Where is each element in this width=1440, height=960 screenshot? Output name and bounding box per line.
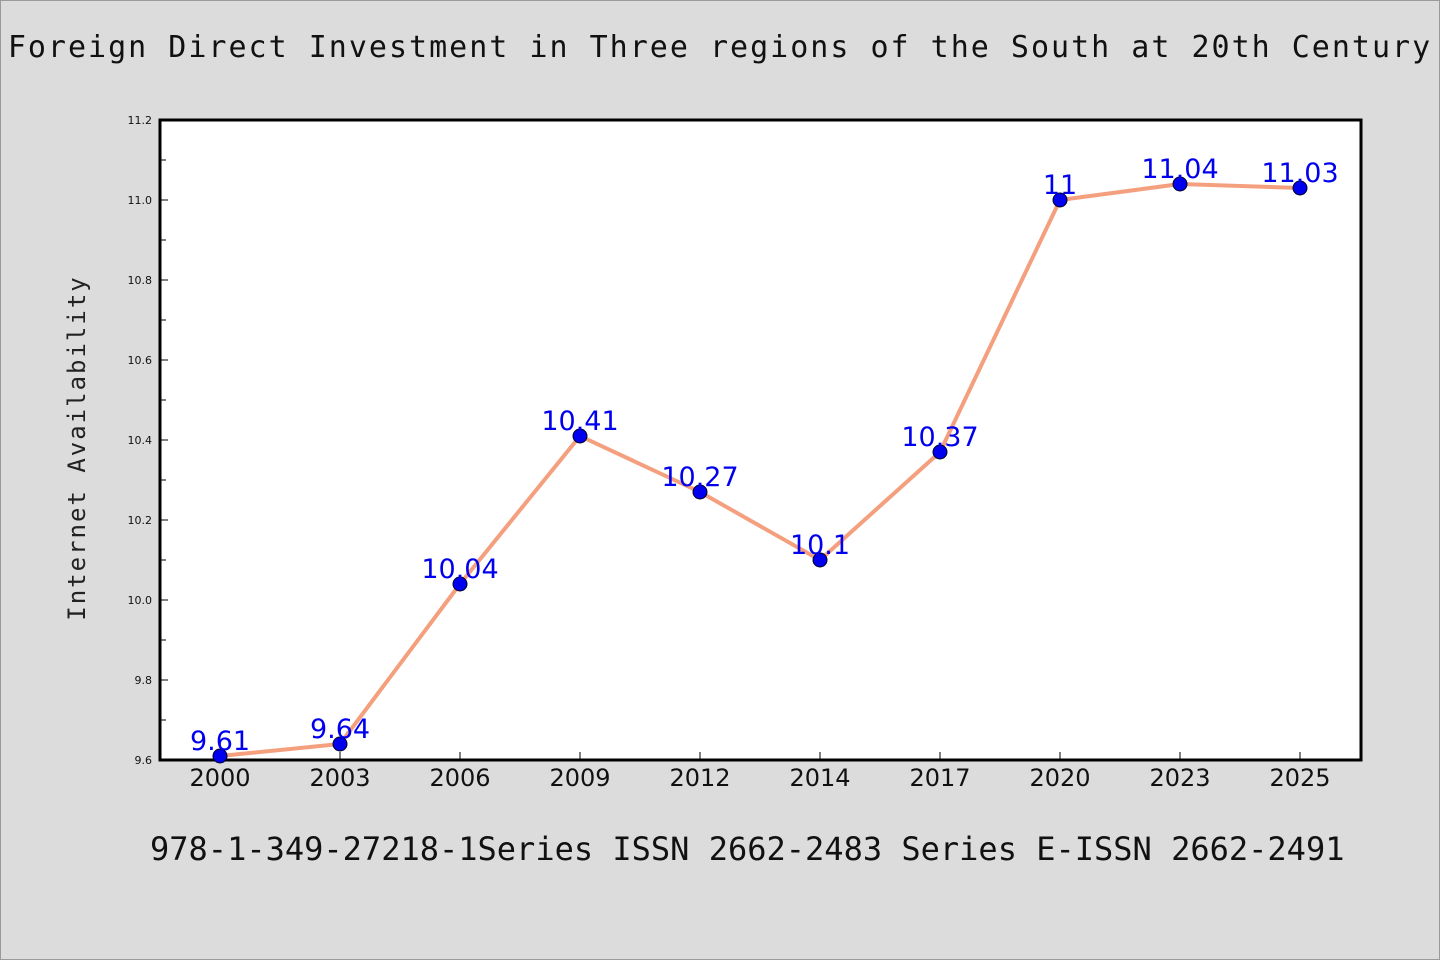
data-label: 10.37 [901,422,978,453]
x-tick-label: 2023 [1149,764,1210,792]
x-tick-label: 2000 [189,764,250,792]
data-label: 10.04 [421,554,498,585]
series-line [218,182,1302,758]
y-tick-label: 11.2 [128,114,153,127]
y-tick-label: 11.0 [128,194,153,207]
x-tick-label: 2017 [909,764,970,792]
y-tick-label: 9.6 [135,754,153,767]
y-tick-label: 10.6 [128,354,153,367]
plot-area [158,118,1363,762]
y-tick-label: 10.4 [128,434,153,447]
y-axis-label: Internet Availability [63,275,91,620]
data-label: 10.27 [661,462,738,493]
data-label: 11.03 [1261,158,1338,189]
x-tick-label: 2003 [309,764,370,792]
data-label: 9.64 [310,714,370,745]
y-axis: 9.6 9.8 10.0 10.2 10.4 10.6 10.8 11.0 11.2 [128,114,168,767]
x-tick-label: 2020 [1029,764,1090,792]
data-point [212,748,228,764]
data-point [1052,192,1068,208]
x-tick-label: 2009 [549,764,610,792]
data-label: 11 [1043,170,1077,201]
data-point [692,484,708,500]
data-point [572,428,588,444]
y-tick-label: 9.8 [135,674,153,687]
data-label: 10.1 [790,530,850,561]
data-point [932,444,948,460]
series-layer: 9.61 9.64 10.04 10.41 10.27 10.1 10.37 11 11.04 1… [190,154,1339,764]
y-tick-label: 10.2 [128,514,153,527]
data-label: 10.41 [541,406,618,437]
x-tick-label: 2014 [789,764,850,792]
data-point [332,736,348,752]
x-tick-label: 2012 [669,764,730,792]
x-tick-label: 2025 [1269,764,1330,792]
data-point [452,576,468,592]
footer-note: 978-1-349-27218-1Series ISSN 2662-2483 S… [150,830,1345,868]
chart-title: Foreign Direct Investment in Three regio… [7,30,1433,65]
x-tick-label: 2006 [429,764,490,792]
data-point [1292,180,1308,196]
data-label: 9.61 [190,726,250,757]
y-tick-label: 10.8 [128,274,153,287]
data-point [1172,176,1188,192]
x-axis: 2000 2003 2006 2009 2012 2014 2017 2020 2023 2025 [189,752,1331,792]
data-label: 11.04 [1141,154,1218,185]
data-point [812,552,828,568]
y-tick-label: 10.0 [128,594,153,607]
